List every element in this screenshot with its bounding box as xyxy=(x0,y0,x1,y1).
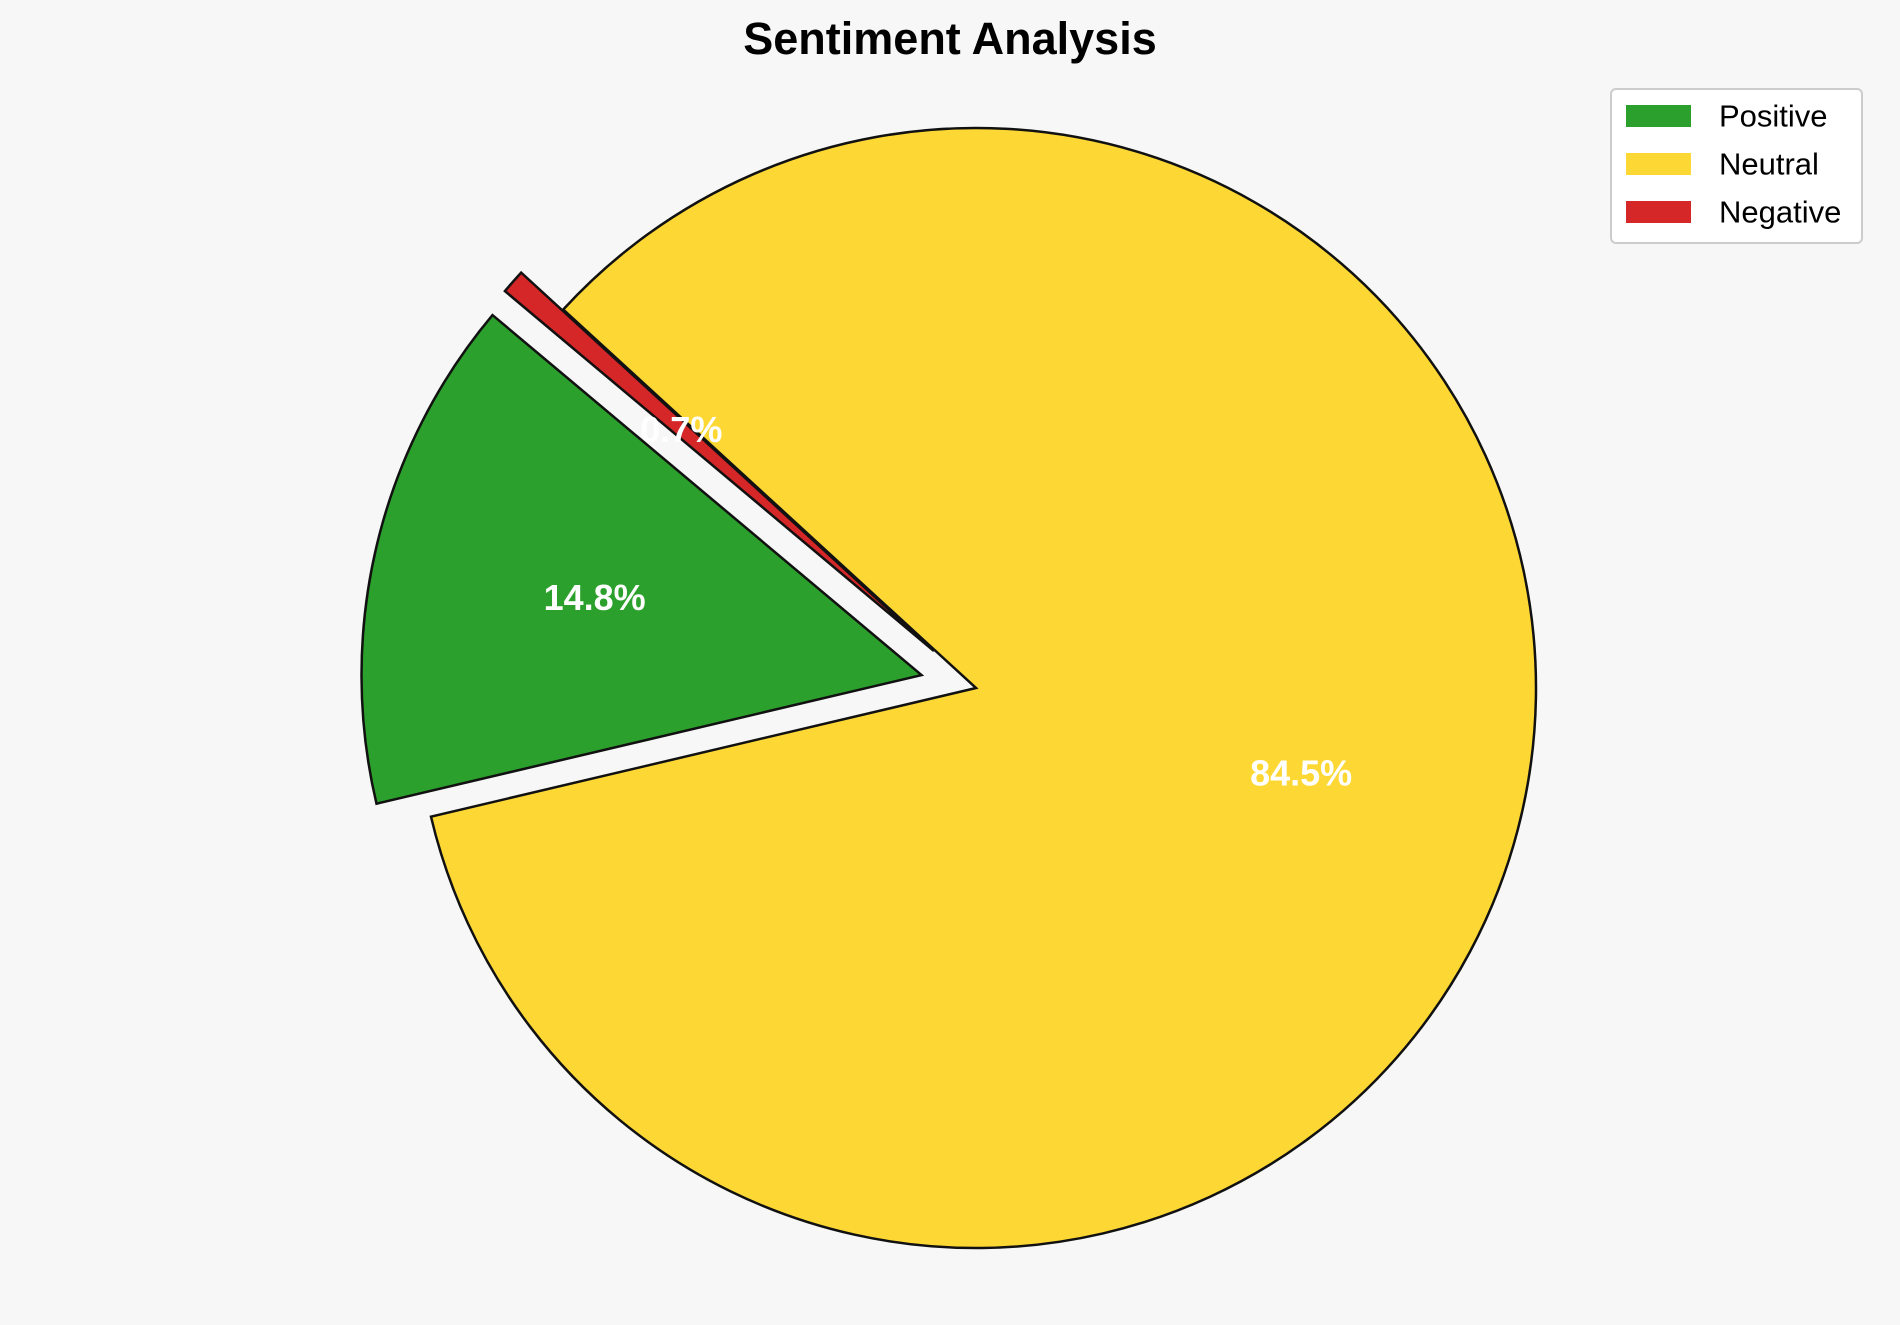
legend-swatch-positive xyxy=(1626,105,1691,127)
pie-slice-neutral xyxy=(429,126,1538,1250)
pct-label-negative: 0.7% xyxy=(640,409,722,450)
chart-title: Sentiment Analysis xyxy=(743,13,1156,64)
legend-label-positive: Positive xyxy=(1719,99,1828,134)
legend-swatch-neutral xyxy=(1626,153,1691,175)
pie-slice-negative xyxy=(503,270,935,653)
pct-label-neutral: 84.5% xyxy=(1250,752,1352,793)
legend: Positive Neutral Negative xyxy=(1610,88,1863,244)
pie-percent-labels: 14.8% 84.5% 0.7% xyxy=(544,409,1353,793)
legend-label-negative: Negative xyxy=(1719,195,1841,230)
legend-swatch-negative xyxy=(1626,201,1691,223)
pct-label-positive: 14.8% xyxy=(544,577,646,618)
pie-slices xyxy=(360,126,1538,1250)
pie-slice-positive xyxy=(360,313,925,806)
legend-label-neutral: Neutral xyxy=(1719,147,1819,182)
